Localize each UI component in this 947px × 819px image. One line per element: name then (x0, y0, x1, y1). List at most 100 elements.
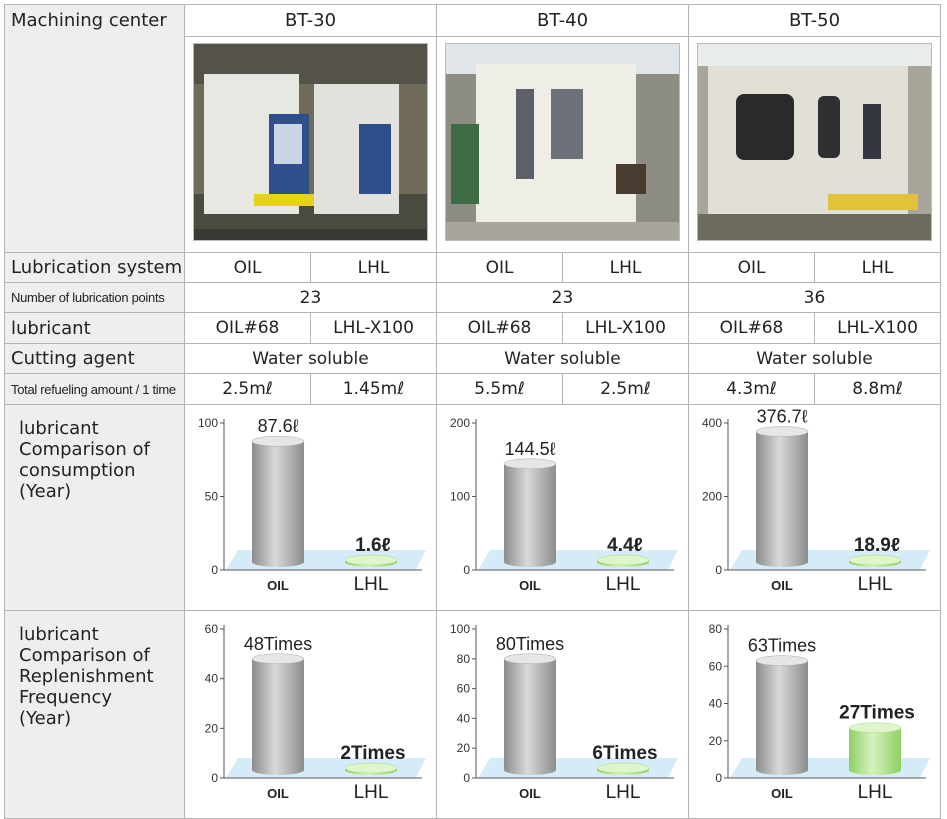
cylinder-top (596, 554, 649, 566)
machine-photo-bt50 (697, 43, 932, 241)
cylinder-bottom (755, 557, 808, 567)
oil-cylinder-bar (755, 660, 808, 770)
bt40-system-lhl: LHL (562, 252, 689, 283)
y-tick-label: 100 (449, 490, 469, 504)
lhl-value-label: 27Times (839, 703, 915, 724)
bt30-system-lhl: LHL (310, 252, 437, 283)
bt50-lubricant-oil: OIL#68 (688, 312, 815, 344)
cylinder-top (503, 653, 556, 665)
y-tick-label: 40 (456, 711, 470, 725)
oil-category-label: OIL (771, 786, 793, 801)
y-tick-label: 20 (708, 734, 722, 748)
y-tick-label: 0 (211, 771, 218, 785)
chart-cell-frequency-bt40: 0 20 40 60 80 100 80Times OIL 6Times LHL (436, 610, 689, 819)
machine-header-bt40: BT-40 (436, 4, 689, 37)
cylinder-top (755, 655, 808, 666)
cylinder-bottom (755, 765, 808, 775)
lhl-value-label: 18.9ℓ (853, 535, 899, 556)
bt50-system-lhl: LHL (814, 252, 941, 283)
cylinder-bottom (251, 557, 304, 567)
cylinder-bottom (503, 765, 556, 775)
oil-cylinder-bar (503, 463, 556, 562)
y-tick-label: 0 (715, 563, 722, 577)
bt30-lubrication-points: 23 (184, 282, 437, 313)
machining-center-label: Machining center (4, 4, 185, 253)
chart-cell-frequency-bt30: 0 20 40 60 48Times OIL 2Times LHL (184, 610, 437, 819)
y-tick-label: 60 (456, 682, 470, 696)
cylinder-top (848, 722, 901, 733)
cylinder-top (755, 426, 808, 437)
y-tick-label: 20 (204, 721, 218, 735)
bt40-cutting-agent: Water soluble (436, 343, 689, 374)
bt40-refuel-lhl: 2.5mℓ (562, 373, 689, 405)
y-tick-label: 60 (204, 622, 218, 636)
frequency-chart-bt50: 0 20 40 60 80 63Times OIL 27Times LHL (708, 622, 930, 803)
oil-value-label: 80Times (495, 634, 563, 654)
frequency-label-line: Frequency (19, 687, 112, 708)
oil-value-label: 87.6ℓ (257, 416, 298, 436)
consumption-chart-bt30: 0 50 100 87.6ℓ OIL 1.6ℓ LHL (197, 416, 426, 595)
consumption-comparison-label: lubricant Comparison of consumption (Yea… (4, 404, 185, 611)
bt30-cutting-agent: Water soluble (184, 343, 437, 374)
consumption-chart-bt50: 0 200 400 376.7ℓ OIL 18.9ℓ LHL (701, 407, 930, 595)
oil-cylinder-bar (503, 658, 556, 770)
lhl-value-label: 1.6ℓ (355, 535, 391, 556)
lhl-category-label: LHL (353, 782, 388, 803)
lhl-value-label: 4.4ℓ (607, 535, 643, 556)
lhl-value-label: 2Times (340, 743, 405, 764)
frequency-label-line: Replenishment (19, 666, 154, 687)
machine-header-bt50: BT-50 (688, 4, 941, 37)
oil-cylinder-bar (755, 431, 808, 562)
y-tick-label: 100 (449, 622, 469, 636)
oil-category-label: OIL (771, 578, 793, 593)
y-tick-label: 200 (701, 490, 721, 504)
oil-value-label: 376.7ℓ (756, 407, 807, 427)
bt40-system-oil: OIL (436, 252, 563, 283)
oil-category-label: OIL (267, 786, 289, 801)
oil-value-label: 48Times (243, 634, 311, 654)
oil-cylinder-bar (251, 658, 304, 770)
photo-cell-bt30 (184, 36, 437, 253)
y-tick-label: 80 (456, 652, 470, 666)
bt50-refuel-oil: 4.3mℓ (688, 373, 815, 405)
y-tick-label: 100 (197, 416, 217, 430)
lubricant-label: lubricant (4, 312, 185, 344)
lubrication-points-label: Number of lubrication points (4, 282, 185, 313)
cylinder-top (596, 762, 649, 774)
y-tick-label: 200 (449, 416, 469, 430)
frequency-label-line: lubricant (19, 624, 99, 645)
cylinder-top (344, 762, 397, 774)
bt40-refuel-oil: 5.5mℓ (436, 373, 563, 405)
chart-cell-consumption-bt50: 0 200 400 376.7ℓ OIL 18.9ℓ LHL (688, 404, 941, 611)
lhl-cylinder-bar (848, 727, 901, 770)
y-tick-label: 0 (463, 563, 470, 577)
bt30-refuel-oil: 2.5mℓ (184, 373, 311, 405)
cutting-agent-label: Cutting agent (4, 343, 185, 374)
chart-cell-consumption-bt40: 0 100 200 144.5ℓ OIL 4.4ℓ LHL (436, 404, 689, 611)
cylinder-top (344, 554, 397, 566)
oil-category-label: OIL (519, 578, 541, 593)
cylinder-bottom (251, 765, 304, 775)
frequency-label-line: (Year) (19, 708, 72, 729)
machine-photo-bt40 (445, 43, 680, 241)
y-tick-label: 50 (204, 490, 218, 504)
bt50-refuel-lhl: 8.8mℓ (814, 373, 941, 405)
y-tick-label: 400 (701, 416, 721, 430)
y-tick-label: 60 (708, 659, 722, 673)
y-tick-label: 0 (463, 771, 470, 785)
frequency-chart-bt30: 0 20 40 60 48Times OIL 2Times LHL (204, 622, 426, 803)
cylinder-bottom (503, 557, 556, 567)
bt40-lubricant-lhl: LHL-X100 (562, 312, 689, 344)
bt40-lubrication-points: 23 (436, 282, 689, 313)
bt50-cutting-agent: Water soluble (688, 343, 941, 374)
y-tick-label: 80 (708, 622, 722, 636)
bt40-lubricant-oil: OIL#68 (436, 312, 563, 344)
frequency-comparison-label: lubricant Comparison of Replenishment Fr… (4, 610, 185, 819)
oil-cylinder-bar (251, 441, 304, 562)
cylinder-top (251, 653, 304, 665)
machine-header-bt30: BT-30 (184, 4, 437, 37)
comparison-table: Machining center BT-30 BT-40 BT-50 (4, 4, 941, 819)
consumption-label-line: consumption (19, 460, 136, 481)
chart-cell-consumption-bt30: 0 50 100 87.6ℓ OIL 1.6ℓ LHL (184, 404, 437, 611)
y-tick-label: 20 (456, 741, 470, 755)
